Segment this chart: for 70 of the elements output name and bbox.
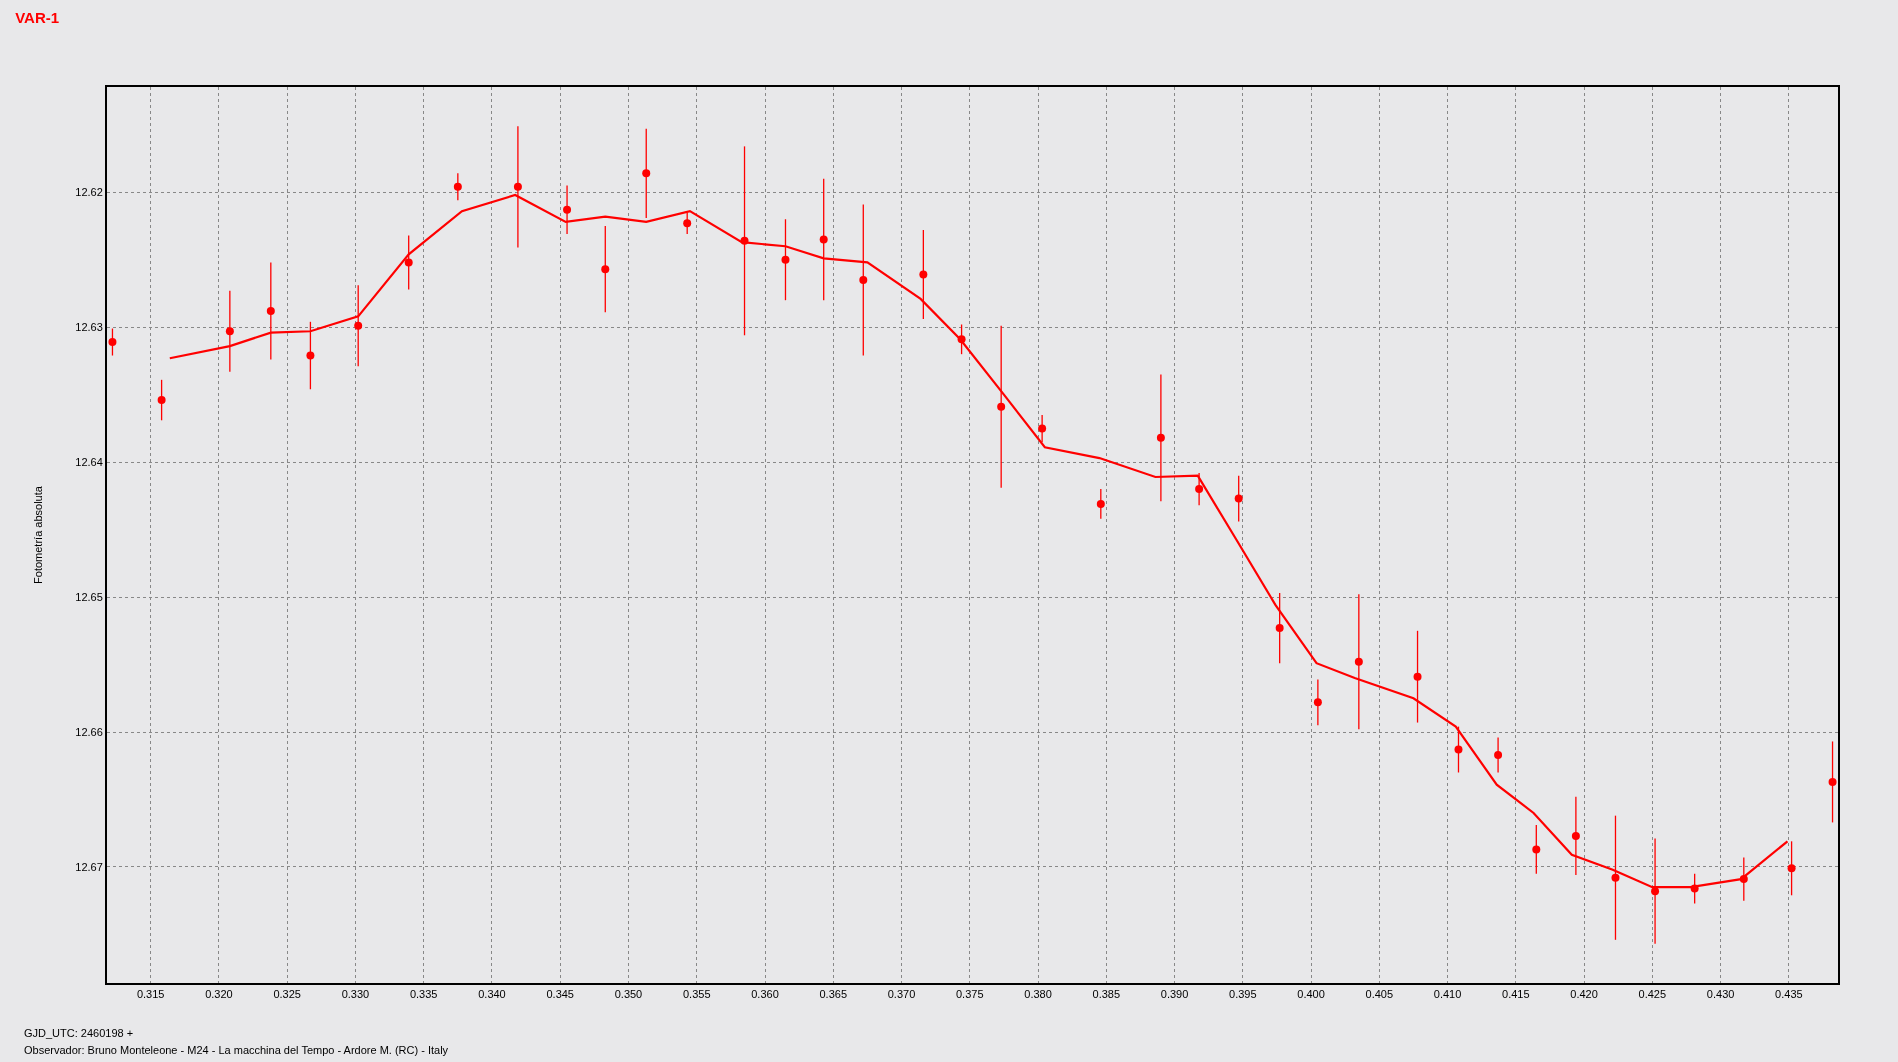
- x-tick-label: 0.400: [1297, 988, 1325, 1001]
- point: [1571, 831, 1580, 840]
- point: [1787, 864, 1796, 873]
- point: [1532, 845, 1541, 854]
- text: Observador: Bruno Monteleone - M24 - La macchina del Tempo - Ardore M. (RC) - Italy: [24, 1044, 449, 1056]
- x-tick-label: 0.390: [1160, 988, 1189, 1001]
- x-tick-label: 0.395: [1229, 988, 1257, 1001]
- x-tick-label: 0.345: [546, 988, 574, 1001]
- point: [1354, 657, 1363, 666]
- x-tick-label: 0.340: [478, 988, 506, 1001]
- point: [1611, 873, 1620, 882]
- x-tick-label: 0.365: [819, 988, 848, 1001]
- x-tick-label: 0.355: [682, 988, 711, 1001]
- x-tick-label: 0.435: [1775, 988, 1803, 1001]
- point: [354, 321, 363, 330]
- x-tick-label: 0.375: [956, 988, 984, 1001]
- point: [563, 205, 572, 214]
- point: [1651, 887, 1660, 896]
- point: [1156, 433, 1165, 442]
- point: [404, 258, 413, 267]
- x-tick-label: 0.350: [614, 988, 643, 1001]
- y-tick-label: 12.62: [75, 186, 103, 199]
- point: [1413, 672, 1422, 681]
- point: [225, 327, 234, 336]
- x-tick-label: 0.380: [1024, 988, 1052, 1001]
- x-tick-label: 0.425: [1638, 988, 1667, 1001]
- y-axis-title: Fotometría absoluta: [32, 485, 45, 584]
- point: [1038, 424, 1047, 433]
- x-tick-label: 0.405: [1365, 988, 1394, 1001]
- point: [513, 182, 522, 191]
- x-tick-label: 0.335: [409, 988, 438, 1001]
- point: [1234, 494, 1243, 503]
- point: [919, 270, 928, 279]
- point: [306, 351, 315, 360]
- point: [683, 219, 692, 228]
- point: [1096, 499, 1105, 508]
- x-tick-label: 0.430: [1706, 988, 1735, 1001]
- x-tick-label: 0.410: [1433, 988, 1462, 1001]
- y-tick-label: 12.63: [75, 321, 103, 334]
- point: [859, 275, 868, 284]
- x-tick-label: 0.360: [751, 988, 779, 1001]
- point: [642, 169, 651, 178]
- point: [157, 396, 166, 405]
- point: [266, 307, 275, 315]
- x-tick-label: 0.370: [887, 988, 916, 1001]
- point: [453, 182, 462, 191]
- y-tick-label: 12.64: [75, 455, 103, 468]
- point: [1313, 698, 1322, 707]
- point: [1275, 624, 1284, 633]
- point: [997, 402, 1006, 411]
- point: [108, 338, 117, 347]
- x-tick-label: 0.330: [341, 988, 370, 1001]
- y-tick-label: 12.66: [75, 725, 103, 738]
- x-tick-label: 0.315: [136, 988, 165, 1001]
- chart-title: VAR-1: [15, 9, 60, 27]
- x-tick-label: 0.420: [1570, 988, 1598, 1001]
- point: [1828, 777, 1837, 786]
- x-tick-label: 0.385: [1092, 988, 1121, 1001]
- text: GJD_UTC: 2460198 +: [24, 1027, 134, 1039]
- point: [601, 265, 610, 274]
- point: [1494, 750, 1503, 759]
- point: [781, 255, 790, 264]
- x-tick-label: 0.415: [1502, 988, 1530, 1001]
- x-tick-label: 0.325: [273, 988, 301, 1001]
- y-tick-label: 12.65: [75, 590, 103, 603]
- point: [1454, 745, 1463, 754]
- point: [1195, 485, 1204, 494]
- point: [819, 235, 828, 244]
- x-tick-label: 0.320: [205, 988, 233, 1001]
- y-tick-label: 12.67: [75, 860, 103, 873]
